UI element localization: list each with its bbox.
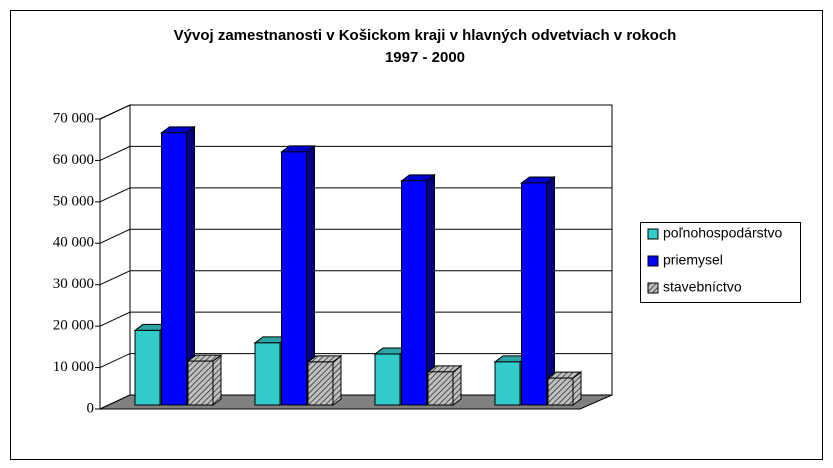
bar-front <box>521 182 547 406</box>
bar <box>160 125 196 406</box>
chart-title: 1997 - 2000 <box>385 49 465 66</box>
bar-front <box>254 342 281 406</box>
legend-swatch <box>647 255 659 267</box>
bar-front <box>401 180 427 406</box>
y-tick-label: 50 000 <box>53 193 94 209</box>
y-tick-label: 70 000 <box>53 110 94 126</box>
bar-front <box>427 371 454 406</box>
bar <box>546 371 583 406</box>
chart-title: Vývoj zamestnanosti v Košickom kraji v h… <box>174 27 677 44</box>
bar-front <box>494 361 521 406</box>
bar-front <box>134 329 161 406</box>
bar-side <box>452 364 462 406</box>
grid-line <box>99 311 612 327</box>
grid-line <box>99 228 612 244</box>
y-tick-label: 60 000 <box>53 152 94 168</box>
side-wall <box>99 104 131 410</box>
bar <box>400 173 436 406</box>
bar <box>426 364 463 406</box>
grid-line <box>99 104 612 120</box>
y-tick-label: 30 000 <box>53 276 94 292</box>
legend <box>640 222 801 303</box>
legend-label: stavebníctvo <box>663 279 742 295</box>
bar-side <box>332 354 342 406</box>
bar <box>520 175 556 406</box>
y-tick-label: 10 000 <box>53 359 94 375</box>
bar <box>186 354 223 406</box>
grid-line <box>99 270 612 286</box>
y-tick-label: 0 <box>87 400 95 416</box>
bar-side <box>212 354 222 406</box>
bar-front <box>187 360 214 406</box>
bar-front <box>547 377 574 406</box>
bar-side <box>546 175 555 406</box>
legend-swatch <box>647 282 659 294</box>
legend-label: priemysel <box>663 252 723 268</box>
floor <box>99 394 613 410</box>
legend-swatch <box>647 228 659 240</box>
y-tick-label: 20 000 <box>53 318 94 334</box>
grid-line <box>99 187 612 203</box>
bar-front <box>161 132 187 406</box>
bar-front <box>307 361 334 406</box>
bar <box>280 144 316 406</box>
legend-label: poľnohospodárstvo <box>663 225 782 241</box>
bar-front <box>374 353 401 406</box>
bar <box>306 354 343 406</box>
grid-line <box>99 145 612 161</box>
grid-line <box>99 353 612 369</box>
y-tick-label: 40 000 <box>53 235 94 251</box>
bar-front <box>281 151 307 406</box>
